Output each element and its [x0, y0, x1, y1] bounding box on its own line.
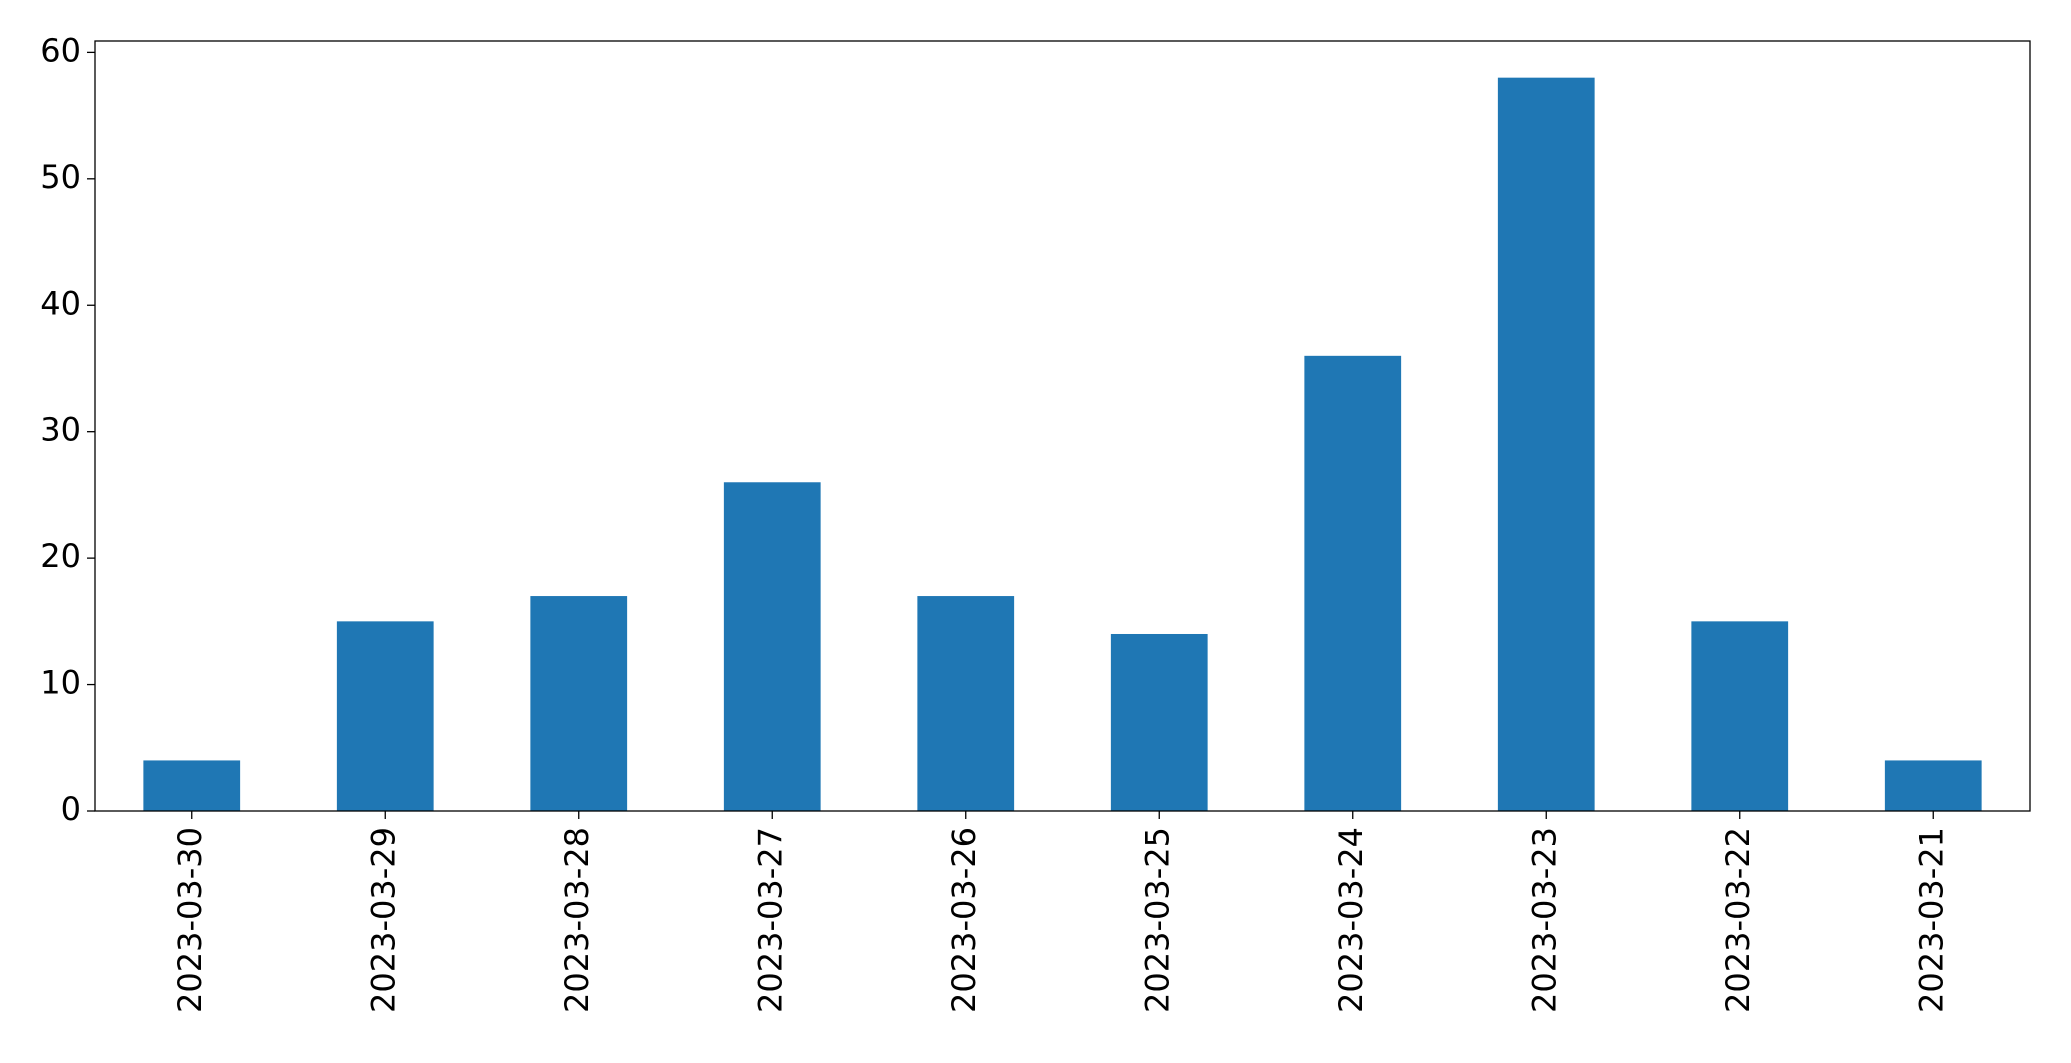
bar: [723, 482, 821, 811]
x-tick-label: 2023-03-30: [171, 827, 209, 1013]
y-tick-label: 60: [40, 31, 81, 69]
x-tick-label: 2023-03-29: [364, 827, 402, 1013]
y-tick-label: 30: [40, 411, 81, 449]
y-tick-label: 10: [40, 664, 81, 702]
y-tick-label: 50: [40, 158, 81, 196]
bar: [1304, 355, 1402, 811]
x-tick-label: 2023-03-26: [945, 827, 983, 1013]
x-tick-label: 2023-03-23: [1525, 827, 1563, 1013]
x-tick-label: 2023-03-27: [751, 827, 789, 1013]
x-tick-label: 2023-03-28: [558, 827, 596, 1013]
x-tick-label: 2023-03-22: [1719, 827, 1757, 1013]
y-tick-label: 0: [61, 790, 81, 828]
x-tick-label: 2023-03-21: [1912, 827, 1950, 1013]
plot-frame: [94, 40, 2031, 812]
y-tick-label: 20: [40, 537, 81, 575]
bar: [1497, 77, 1595, 811]
x-tick-label: 2023-03-24: [1332, 827, 1370, 1013]
bar: [336, 621, 434, 811]
bar: [1691, 621, 1789, 811]
bar: [530, 596, 628, 811]
x-tick-label: 2023-03-25: [1138, 827, 1176, 1013]
bar: [1884, 760, 1982, 811]
bar: [1110, 633, 1208, 811]
y-tick-label: 40: [40, 284, 81, 322]
bar: [917, 596, 1015, 811]
bar: [143, 760, 241, 811]
